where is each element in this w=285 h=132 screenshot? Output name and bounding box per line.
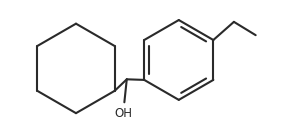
Text: OH: OH	[114, 107, 132, 120]
